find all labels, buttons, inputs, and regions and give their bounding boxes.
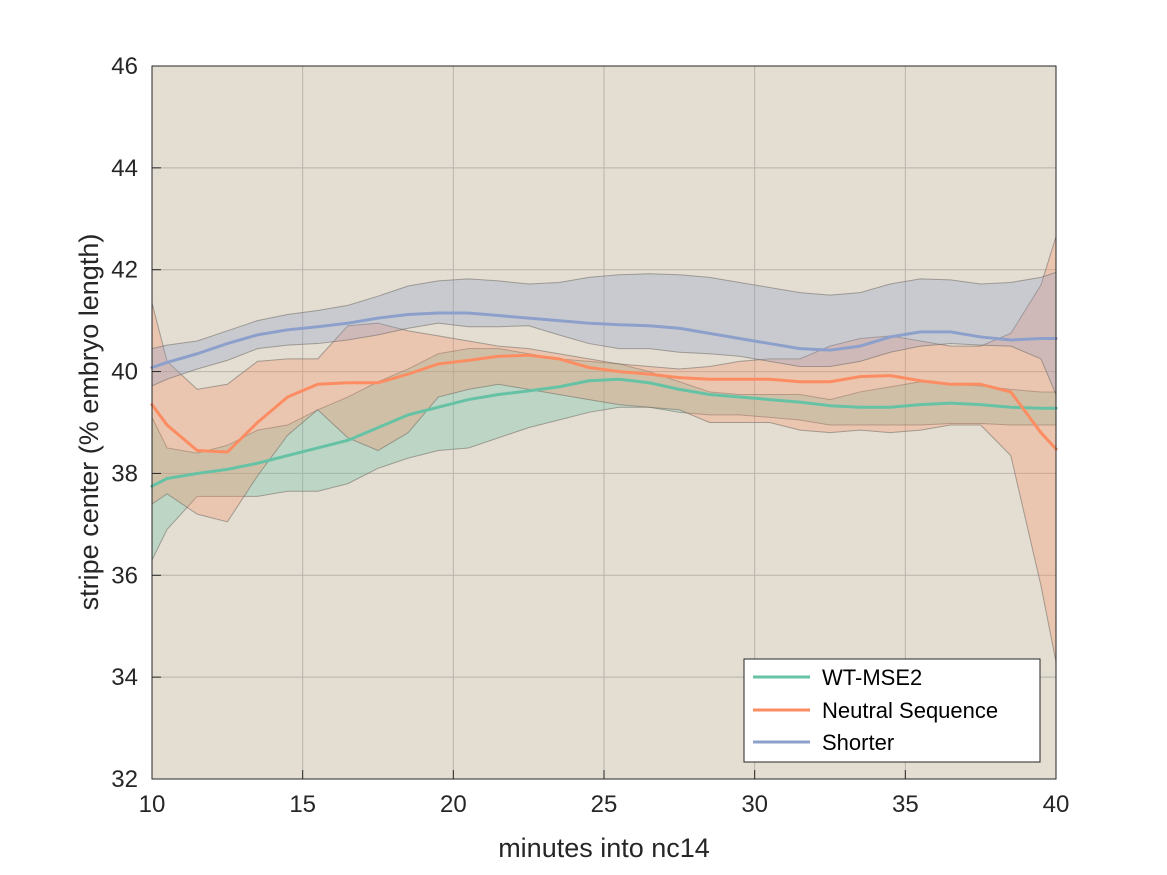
x-tick-label: 10: [139, 791, 166, 818]
y-tick-label: 34: [111, 664, 138, 691]
x-tick-label: 40: [1043, 791, 1070, 818]
series-line-neutral-sequence: [150, 353, 1058, 454]
y-tick-label: 46: [111, 53, 138, 80]
x-tick-label: 15: [289, 791, 316, 818]
y-tick-label: 36: [111, 562, 138, 589]
y-tick-label: 42: [111, 257, 138, 284]
y-tick-label: 44: [111, 155, 138, 182]
y-tick-label: 32: [111, 766, 138, 793]
y-axis-label: stripe center (% embryo length): [74, 234, 104, 611]
legend-label-wt-mse2: WT-MSE2: [822, 665, 922, 690]
x-tick-label: 30: [741, 791, 768, 818]
grid-lines: [152, 66, 1056, 779]
x-tick-label: 35: [892, 791, 919, 818]
legend-label-neutral-sequence: Neutral Sequence: [822, 698, 998, 723]
y-tick-label: 38: [111, 460, 138, 487]
x-axis-ticks: 10 15 20 25 30 35 40: [139, 770, 1070, 818]
x-tick-label: 20: [440, 791, 467, 818]
y-axis-ticks: 32 34 36 38 40 42 44 46: [111, 53, 161, 793]
legend-label-shorter: Shorter: [822, 730, 894, 755]
series-lines: [150, 311, 1058, 488]
y-tick-label: 40: [111, 359, 138, 386]
x-axis-label: minutes into nc14: [498, 833, 710, 863]
x-tick-label: 25: [591, 791, 618, 818]
series-line-shorter: [150, 311, 1058, 369]
legend: WT-MSE2 Neutral Sequence Shorter: [743, 658, 1041, 763]
series-line-wt-mse2: [150, 377, 1058, 488]
